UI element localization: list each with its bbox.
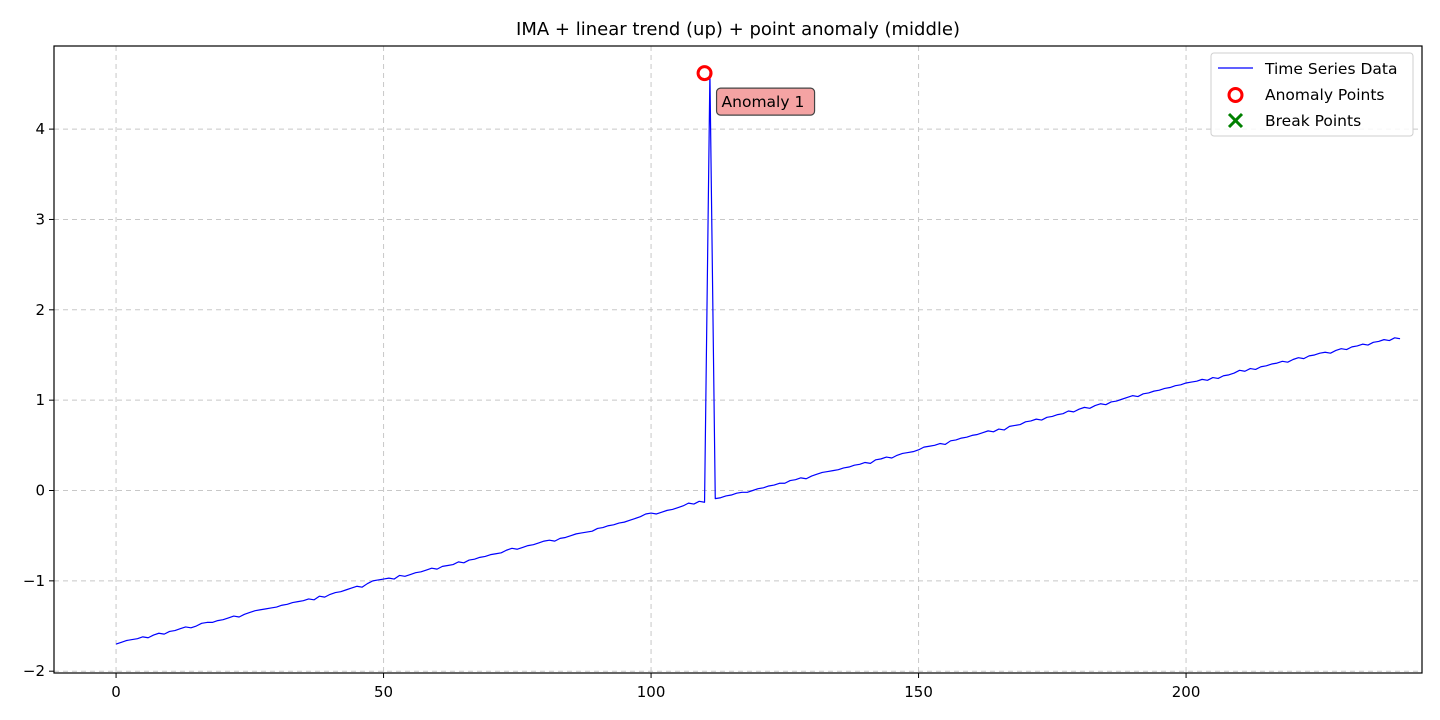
y-tick-label: 2 xyxy=(35,301,45,319)
grid xyxy=(54,46,1422,673)
x-tick-label: 150 xyxy=(904,683,933,701)
plot-frame xyxy=(53,45,1423,674)
anomaly-point xyxy=(696,65,713,82)
x-tick-label: 200 xyxy=(1172,683,1201,701)
series-area xyxy=(115,72,1401,645)
y-tick-label: −1 xyxy=(23,572,45,590)
anomaly-annotation: Anomaly 1 xyxy=(715,87,816,116)
annotation-label: Anomaly 1 xyxy=(722,93,805,111)
series-line xyxy=(115,72,1401,645)
legend-label-break: Break Points xyxy=(1265,112,1361,130)
legend-anomaly-marker xyxy=(1227,87,1244,103)
legend: Time Series Data Anomaly Points Break Po… xyxy=(1210,52,1414,137)
legend-box xyxy=(1210,52,1414,137)
axis-ticks: 0 50 100 150 200 −2 −1 0 1 2 3 4 xyxy=(23,120,1201,701)
legend-label-anomaly: Anomaly Points xyxy=(1265,86,1384,104)
x-tick-label: 100 xyxy=(637,683,666,701)
y-tick-label: 3 xyxy=(35,210,45,228)
y-tick-label: 1 xyxy=(35,391,45,409)
annotation-box xyxy=(715,87,816,116)
y-tick-label: 4 xyxy=(35,120,45,138)
y-tick-label: −2 xyxy=(23,662,45,680)
x-tick-label: 0 xyxy=(111,683,121,701)
anomaly-markers: Anomaly 1 xyxy=(696,65,816,116)
chart-title: IMA + linear trend (up) + point anomaly … xyxy=(516,19,960,40)
legend-break-marker xyxy=(1227,112,1244,129)
x-tick-label: 50 xyxy=(374,683,393,701)
legend-label-series: Time Series Data xyxy=(1264,60,1397,78)
y-tick-label: 0 xyxy=(35,482,45,500)
